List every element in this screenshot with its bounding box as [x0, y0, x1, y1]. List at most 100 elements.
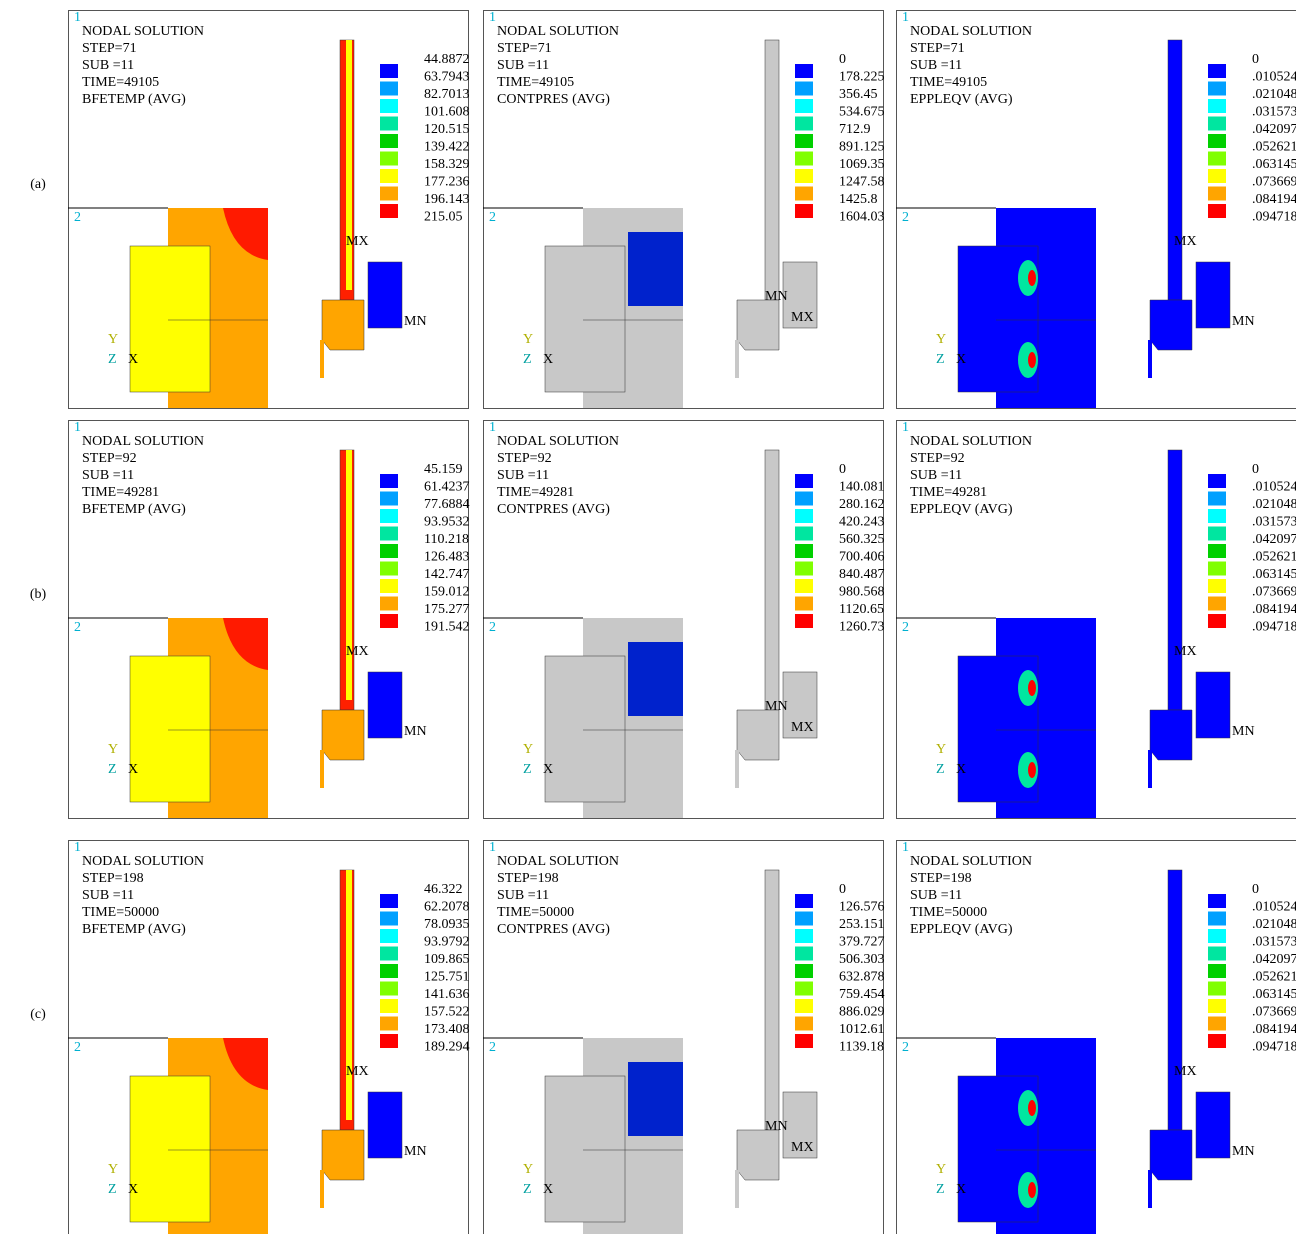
- extreme-label: MX: [791, 310, 814, 325]
- legend-label: .031573: [1252, 515, 1296, 530]
- legend-swatch: [380, 964, 398, 978]
- bracket: [737, 300, 779, 350]
- legend-swatch: [1208, 544, 1226, 558]
- header-line: NODAL SOLUTION: [82, 24, 204, 39]
- strip-core: [346, 870, 352, 1120]
- triad-label: X: [956, 352, 966, 367]
- header-line: CONTPRES (AVG): [497, 92, 610, 107]
- legend-label: 101.608: [424, 105, 470, 120]
- legend-swatch: [795, 562, 813, 576]
- stem: [1148, 1170, 1152, 1208]
- triad-label: Z: [108, 352, 117, 367]
- window-label: 2: [902, 1040, 909, 1055]
- legend-swatch: [380, 474, 398, 488]
- triad-label: Y: [936, 742, 946, 757]
- bracket: [322, 1130, 364, 1180]
- legend-swatch: [795, 509, 813, 523]
- stem: [320, 750, 324, 788]
- extreme-label: MN: [1232, 724, 1255, 739]
- legend-label: 0: [1252, 462, 1259, 477]
- legend-label: .063145: [1252, 987, 1296, 1002]
- legend-swatch: [380, 169, 398, 183]
- legend-swatch: [795, 204, 813, 218]
- legend-swatch: [1208, 1034, 1226, 1048]
- legend-swatch: [795, 99, 813, 113]
- legend-swatch: [795, 492, 813, 506]
- header-line: STEP=198: [497, 871, 559, 886]
- strip: [1168, 450, 1182, 710]
- triad-label: Z: [523, 1182, 532, 1197]
- bracket: [1150, 1130, 1192, 1180]
- legend-label: 1247.58: [839, 175, 885, 190]
- legend-swatch: [1208, 152, 1226, 166]
- strip-core: [346, 450, 352, 700]
- legend-label: 93.9532: [424, 515, 470, 530]
- extreme-label: MN: [765, 699, 788, 714]
- legend-swatch: [1208, 947, 1226, 961]
- legend-label: 0: [839, 882, 846, 897]
- window-label: 1: [74, 10, 81, 25]
- legend-swatch: [380, 929, 398, 943]
- header-line: SUB =11: [910, 468, 962, 483]
- bolt: [130, 1076, 210, 1222]
- legend-swatch: [795, 187, 813, 201]
- triad-label: Y: [108, 742, 118, 757]
- header-line: SUB =11: [497, 888, 549, 903]
- legend-swatch: [380, 982, 398, 996]
- legend-label: 215.05: [424, 210, 463, 225]
- legend-swatch: [1208, 99, 1226, 113]
- legend-swatch: [380, 579, 398, 593]
- window-label: 2: [74, 620, 81, 635]
- legend-swatch: [380, 1017, 398, 1031]
- legend-label: 109.865: [424, 952, 470, 967]
- extreme-label: MX: [791, 1140, 814, 1155]
- legend-swatch: [1208, 169, 1226, 183]
- extreme-label: MN: [765, 1119, 788, 1134]
- extreme-label: MX: [1174, 644, 1197, 659]
- triad-label: Z: [523, 352, 532, 367]
- legend-label: 139.422: [424, 140, 470, 155]
- header-line: EPPLEQV (AVG): [910, 922, 1013, 937]
- row-label: (b): [30, 587, 47, 602]
- bracket: [322, 300, 364, 350]
- legend-label: 140.081: [839, 480, 885, 495]
- legend-label: .042097: [1252, 532, 1296, 547]
- hot-spot-core: [1028, 352, 1036, 368]
- legend-label: .031573: [1252, 935, 1296, 950]
- legend-label: .063145: [1252, 157, 1296, 172]
- legend-swatch: [1208, 134, 1226, 148]
- legend-swatch: [1208, 509, 1226, 523]
- header-line: BFETEMP (AVG): [82, 922, 186, 937]
- legend-label: .052621: [1252, 550, 1296, 565]
- legend-swatch: [795, 169, 813, 183]
- legend-label: .094718: [1252, 210, 1296, 225]
- legend-swatch: [380, 82, 398, 96]
- legend-label: 712.9: [839, 122, 871, 137]
- legend-label: 110.218: [424, 532, 469, 547]
- triad-label: Y: [523, 332, 533, 347]
- header-line: TIME=49105: [910, 75, 987, 90]
- extreme-label: MX: [791, 720, 814, 735]
- legend-label: .042097: [1252, 122, 1296, 137]
- contact-band: [628, 642, 683, 716]
- legend-label: 840.487: [839, 567, 885, 582]
- legend-swatch: [795, 982, 813, 996]
- header-line: STEP=92: [910, 451, 965, 466]
- legend-swatch: [1208, 1017, 1226, 1031]
- legend-label: .021048: [1252, 917, 1296, 932]
- triad-label: X: [956, 1182, 966, 1197]
- window-label: 1: [489, 840, 496, 855]
- legend-label: 45.159: [424, 462, 463, 477]
- extreme-label: MN: [1232, 314, 1255, 329]
- legend-swatch: [380, 492, 398, 506]
- header-line: TIME=50000: [497, 905, 574, 920]
- window-label: 1: [74, 840, 81, 855]
- legend-swatch: [380, 562, 398, 576]
- legend-swatch: [1208, 912, 1226, 926]
- legend-label: 125.751: [424, 970, 470, 985]
- legend-label: .073669: [1252, 1005, 1296, 1020]
- hot-spot-core: [1028, 1182, 1036, 1198]
- header-line: SUB =11: [910, 888, 962, 903]
- legend-swatch: [795, 947, 813, 961]
- window-label: 2: [902, 210, 909, 225]
